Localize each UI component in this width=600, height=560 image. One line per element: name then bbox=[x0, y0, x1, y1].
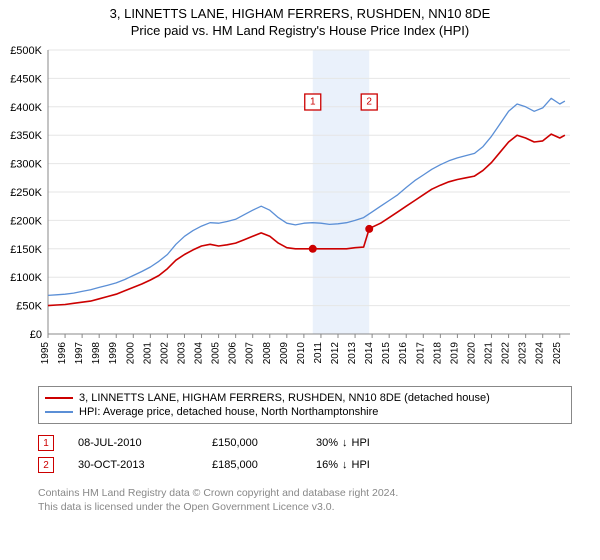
down-arrow-icon: ↓ bbox=[342, 459, 348, 471]
svg-text:1996: 1996 bbox=[57, 342, 68, 365]
svg-text:£300K: £300K bbox=[10, 159, 42, 171]
down-arrow-icon: ↓ bbox=[342, 437, 348, 449]
svg-text:£150K: £150K bbox=[10, 244, 42, 256]
event-marker: 1 bbox=[38, 435, 54, 451]
event-price: £185,000 bbox=[212, 459, 292, 471]
title-sub: Price paid vs. HM Land Registry's House … bbox=[10, 23, 590, 38]
legend: 3, LINNETTS LANE, HIGHAM FERRERS, RUSHDE… bbox=[38, 386, 572, 424]
event-marker: 2 bbox=[38, 457, 54, 473]
svg-text:£100K: £100K bbox=[10, 272, 42, 284]
svg-text:2013: 2013 bbox=[347, 342, 358, 365]
svg-text:2007: 2007 bbox=[245, 342, 256, 365]
svg-text:2021: 2021 bbox=[484, 342, 495, 365]
title-main: 3, LINNETTS LANE, HIGHAM FERRERS, RUSHDE… bbox=[10, 6, 590, 21]
svg-text:1: 1 bbox=[310, 97, 316, 108]
event-diff-label: HPI bbox=[352, 437, 370, 449]
svg-text:2002: 2002 bbox=[159, 342, 170, 365]
svg-text:2022: 2022 bbox=[501, 342, 512, 365]
svg-text:1999: 1999 bbox=[108, 342, 119, 365]
svg-text:2008: 2008 bbox=[262, 342, 273, 365]
event-row: 1 08-JUL-2010 £150,000 30% ↓ HPI bbox=[38, 432, 572, 454]
svg-text:2020: 2020 bbox=[466, 342, 477, 365]
footer-line-2: This data is licensed under the Open Gov… bbox=[38, 500, 572, 514]
svg-text:1995: 1995 bbox=[40, 342, 51, 365]
events-table: 1 08-JUL-2010 £150,000 30% ↓ HPI 2 30-OCT-2013 £… bbox=[38, 432, 572, 476]
event-diff-pct: 30% bbox=[316, 437, 338, 449]
legend-label: 3, LINNETTS LANE, HIGHAM FERRERS, RUSHDE… bbox=[79, 392, 490, 404]
svg-text:2004: 2004 bbox=[194, 342, 205, 365]
svg-text:2025: 2025 bbox=[552, 342, 563, 365]
svg-text:£350K: £350K bbox=[10, 130, 42, 142]
legend-row: HPI: Average price, detached house, Nort… bbox=[45, 405, 565, 419]
event-row: 2 30-OCT-2013 £185,000 16% ↓ HPI bbox=[38, 454, 572, 476]
svg-text:1997: 1997 bbox=[74, 342, 85, 365]
svg-text:2005: 2005 bbox=[211, 342, 222, 365]
legend-row: 3, LINNETTS LANE, HIGHAM FERRERS, RUSHDE… bbox=[45, 391, 565, 405]
svg-text:2011: 2011 bbox=[313, 342, 324, 364]
footer-line-1: Contains HM Land Registry data © Crown c… bbox=[38, 486, 572, 500]
svg-text:2000: 2000 bbox=[125, 342, 136, 365]
svg-text:2017: 2017 bbox=[415, 342, 426, 365]
titles: 3, LINNETTS LANE, HIGHAM FERRERS, RUSHDE… bbox=[0, 0, 600, 40]
svg-text:2023: 2023 bbox=[518, 342, 529, 365]
svg-text:2014: 2014 bbox=[364, 342, 375, 365]
svg-text:£450K: £450K bbox=[10, 73, 42, 85]
chart-container: 3, LINNETTS LANE, HIGHAM FERRERS, RUSHDE… bbox=[0, 0, 600, 514]
svg-text:2018: 2018 bbox=[432, 342, 443, 365]
svg-text:£400K: £400K bbox=[10, 102, 42, 114]
legend-label: HPI: Average price, detached house, Nort… bbox=[79, 406, 378, 418]
event-date: 08-JUL-2010 bbox=[78, 437, 188, 449]
svg-text:£200K: £200K bbox=[10, 215, 42, 227]
svg-text:£50K: £50K bbox=[16, 301, 42, 313]
svg-text:2024: 2024 bbox=[535, 342, 546, 365]
event-diff: 16% ↓ HPI bbox=[316, 459, 370, 471]
svg-text:2006: 2006 bbox=[228, 342, 239, 365]
legend-swatch bbox=[45, 397, 73, 399]
svg-text:£0: £0 bbox=[30, 329, 42, 341]
svg-text:2001: 2001 bbox=[142, 342, 153, 365]
svg-text:2019: 2019 bbox=[449, 342, 460, 365]
svg-text:1998: 1998 bbox=[91, 342, 102, 365]
event-diff-pct: 16% bbox=[316, 459, 338, 471]
svg-text:£500K: £500K bbox=[10, 45, 42, 57]
event-diff: 30% ↓ HPI bbox=[316, 437, 370, 449]
footer: Contains HM Land Registry data © Crown c… bbox=[38, 486, 572, 514]
svg-text:2012: 2012 bbox=[330, 342, 341, 365]
svg-text:2009: 2009 bbox=[279, 342, 290, 365]
event-date: 30-OCT-2013 bbox=[78, 459, 188, 471]
event-diff-label: HPI bbox=[352, 459, 370, 471]
svg-text:2015: 2015 bbox=[381, 342, 392, 365]
legend-swatch bbox=[45, 411, 73, 413]
chart-svg: £0 £50K £100K £150K £200K £250K £300K £350K £400… bbox=[0, 40, 600, 380]
svg-text:£250K: £250K bbox=[10, 187, 42, 199]
event-price: £150,000 bbox=[212, 437, 292, 449]
svg-text:2003: 2003 bbox=[176, 342, 187, 365]
line-chart: £0 £50K £100K £150K £200K £250K £300K £350K £400… bbox=[0, 40, 600, 380]
svg-text:2016: 2016 bbox=[398, 342, 409, 365]
svg-text:2: 2 bbox=[366, 97, 372, 108]
svg-text:2010: 2010 bbox=[296, 342, 307, 365]
